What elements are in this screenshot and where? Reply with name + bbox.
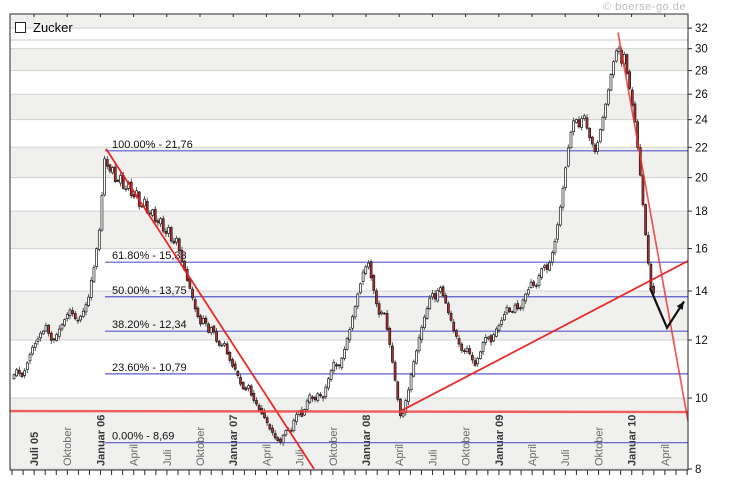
x-tick-label: April bbox=[129, 444, 141, 466]
trendline-downtrend-2006 bbox=[105, 148, 315, 470]
legend-checkbox-icon[interactable] bbox=[15, 21, 26, 33]
y-axis-labels: 8 10 12 14 16 18 20 22 24 26 28 30 32 bbox=[688, 23, 708, 476]
x-tick-label: Oktober bbox=[62, 427, 74, 466]
x-tick-label: Oktober bbox=[461, 427, 473, 466]
y-tick-label: 22 bbox=[695, 142, 708, 154]
trendline-rising-support bbox=[401, 260, 689, 412]
fib-label: 100.00% - 21,76 bbox=[112, 139, 193, 151]
legend-label: Zucker bbox=[33, 19, 73, 35]
y-tick-label: 20 bbox=[695, 173, 708, 185]
x-tick-label: Oktober bbox=[195, 427, 207, 466]
x-tick-label: April bbox=[527, 444, 539, 466]
x-tick-label: Juli bbox=[560, 449, 572, 466]
x-tick-label: Juli bbox=[162, 449, 174, 466]
fib-label: 38.20% - 12,34 bbox=[112, 319, 187, 331]
fibonacci-levels: 100.00% - 21,76 61.80% - 15,33 50.00% - 13… bbox=[105, 139, 688, 444]
plot-border bbox=[9, 13, 689, 471]
x-tick-label: April bbox=[660, 444, 672, 466]
x-tick-label: Juli bbox=[427, 449, 439, 466]
fib-label: 50.00% - 13,75 bbox=[112, 285, 187, 297]
x-tick-label: Januar 09 bbox=[494, 415, 506, 466]
x-tick-label: Januar 06 bbox=[95, 415, 107, 466]
y-tick-label: 8 bbox=[695, 464, 701, 476]
trendline-crash-2010 bbox=[617, 32, 689, 422]
x-tick-label: Juli 05 bbox=[29, 432, 41, 466]
x-tick-label: Oktober bbox=[328, 427, 340, 466]
arrow-head-icon bbox=[676, 301, 684, 311]
y-gridlines bbox=[10, 27, 688, 470]
x-tick-label: Juli bbox=[295, 449, 307, 466]
x-tick-label: Januar 08 bbox=[361, 415, 373, 466]
x-tick-label: April bbox=[261, 444, 273, 466]
arrow-shaft bbox=[648, 287, 685, 331]
y-tick-label: 28 bbox=[695, 66, 708, 78]
fib-label: 0.00% - 8,69 bbox=[112, 431, 174, 443]
x-tick-label: Oktober bbox=[593, 427, 605, 466]
y-tick-label: 16 bbox=[695, 244, 708, 256]
x-tick-label: Januar 07 bbox=[228, 415, 240, 466]
legend-zucker[interactable]: Zucker bbox=[15, 17, 73, 37]
annotation-arrow bbox=[648, 287, 685, 331]
fib-label: 23.60% - 10,79 bbox=[112, 362, 187, 374]
y-tick-label: 24 bbox=[695, 115, 708, 127]
x-tick-label: April bbox=[394, 444, 406, 466]
y-tick-label: 10 bbox=[695, 393, 708, 405]
y-tick-label: 12 bbox=[695, 335, 708, 347]
y-tick-label: 14 bbox=[695, 286, 708, 298]
trendline-horizontal-support bbox=[9, 409, 689, 414]
trendlines bbox=[9, 32, 689, 470]
watermark: © boerse-go.de bbox=[603, 1, 686, 13]
fib-label: 61.80% - 15,33 bbox=[112, 250, 187, 262]
grid-bands bbox=[10, 14, 688, 470]
x-axis: Juli 05 Oktober Januar 06 April Juli Oktober J… bbox=[11, 14, 688, 475]
x-tick-label: Januar 10 bbox=[627, 415, 639, 466]
y-tick-label: 18 bbox=[695, 206, 708, 218]
y-tick-label: 26 bbox=[695, 89, 708, 101]
y-tick-label: 32 bbox=[695, 23, 708, 35]
y-tick-label: 30 bbox=[695, 44, 708, 56]
